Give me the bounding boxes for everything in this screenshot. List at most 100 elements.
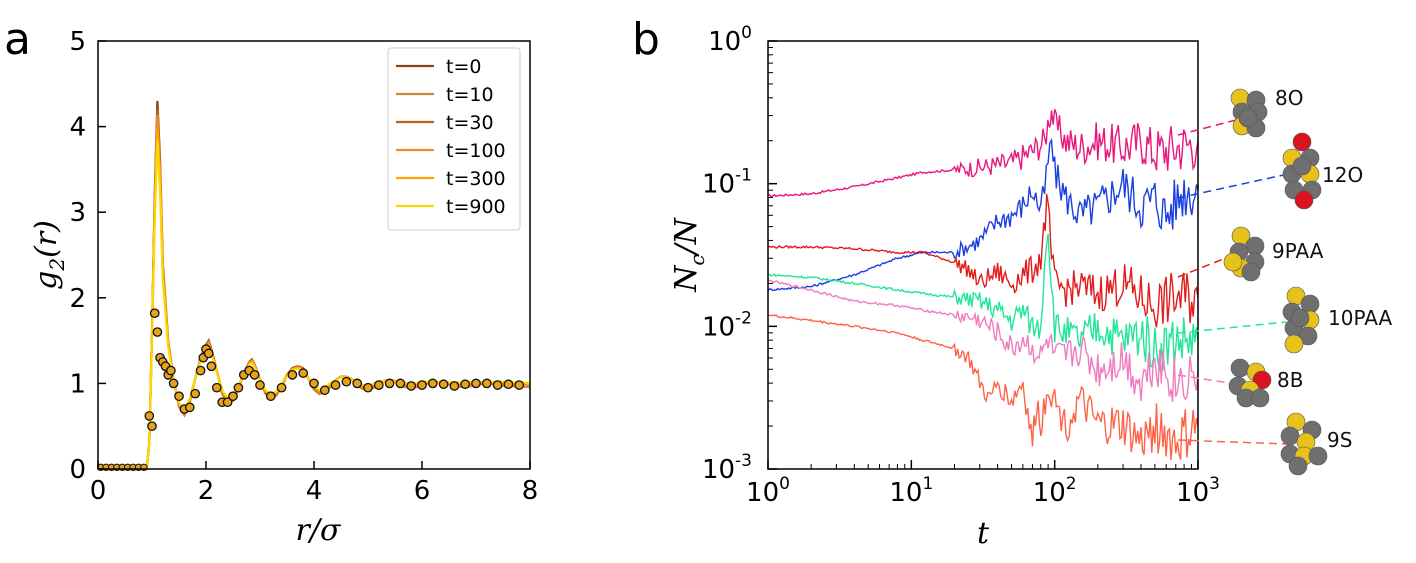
data-marker xyxy=(228,391,238,402)
data-marker xyxy=(195,365,206,376)
x-tick-label: 8 xyxy=(522,476,539,506)
cluster-label: 9PAA xyxy=(1272,239,1324,263)
cluster-label: 9S xyxy=(1327,428,1352,452)
data-marker xyxy=(438,379,449,390)
leader-line xyxy=(1177,439,1287,445)
data-marker xyxy=(492,380,503,390)
cluster-label: 8B xyxy=(1277,368,1303,392)
data-marker xyxy=(144,411,155,421)
y-tick-label: 4 xyxy=(69,113,86,143)
data-marker xyxy=(395,378,406,389)
leader-line xyxy=(1177,255,1232,278)
cluster-8o-icon xyxy=(1230,88,1268,138)
series-line-9paa xyxy=(767,193,1199,328)
data-marker xyxy=(330,380,341,390)
data-marker xyxy=(298,368,309,378)
x-tick-label: 100 xyxy=(746,474,790,508)
panel-a-markers xyxy=(97,308,525,471)
series-line-8o xyxy=(767,109,1199,198)
data-marker xyxy=(168,378,179,389)
annotation-8b: 8B xyxy=(1177,358,1303,408)
panel-b-annotations: 8O 12O 9PAA 10PAA 8B 9S xyxy=(1177,86,1392,476)
panel-b: b 100 101 102 103 10-3 10-2 10-1 100 t Nc/N 8O… xyxy=(632,14,1392,551)
x-tick-label: 0 xyxy=(90,476,107,506)
annotation-9s: 9S xyxy=(1177,412,1352,476)
data-marker xyxy=(427,378,438,389)
panel-b-series xyxy=(767,109,1199,461)
data-marker xyxy=(206,361,217,372)
legend-label: t=300 xyxy=(446,168,506,190)
y-tick-label: 1 xyxy=(69,369,86,399)
panel-b-y-label: Nc/N xyxy=(669,216,709,293)
data-marker xyxy=(174,391,184,402)
data-marker xyxy=(384,378,395,389)
cluster-label: 8O xyxy=(1275,86,1303,110)
x-tick-label: 4 xyxy=(306,476,323,506)
data-marker xyxy=(406,381,417,391)
data-marker xyxy=(481,378,492,389)
legend-label: t=30 xyxy=(446,112,494,134)
data-marker xyxy=(203,348,214,359)
legend-label: t=10 xyxy=(446,84,494,106)
series-line-8b xyxy=(767,279,1199,402)
panel-b-y-ticks: 10-3 10-2 10-1 100 xyxy=(702,23,777,485)
y-tick-label: 5 xyxy=(69,27,86,57)
data-marker xyxy=(319,385,330,396)
panel-b-label: b xyxy=(632,14,660,65)
annotation-12o: 12O xyxy=(1177,132,1363,210)
data-marker xyxy=(249,369,260,380)
legend-label: t=0 xyxy=(446,56,481,78)
series-line-12o xyxy=(767,137,1199,292)
leader-line xyxy=(1177,119,1237,136)
series-line-9s xyxy=(767,314,1199,461)
x-tick-label: 102 xyxy=(1033,474,1077,508)
panel-b-x-label: t xyxy=(977,516,990,551)
data-marker xyxy=(265,391,276,402)
data-marker xyxy=(449,381,460,391)
y-tick-label: 3 xyxy=(69,198,86,228)
data-marker xyxy=(147,421,157,432)
data-marker xyxy=(373,380,384,390)
x-tick-label: 101 xyxy=(889,474,933,508)
y-tick-label: 10-2 xyxy=(702,308,752,342)
leader-line xyxy=(1177,173,1289,199)
cluster-10paa-icon xyxy=(1282,286,1320,354)
panel-a-x-ticks: 0 2 4 6 8 xyxy=(90,461,539,506)
annotation-9paa: 9PAA xyxy=(1177,226,1324,282)
panel-a-label: a xyxy=(4,14,31,65)
legend-label: t=900 xyxy=(446,196,506,218)
data-marker xyxy=(255,380,265,390)
data-marker xyxy=(166,365,176,376)
data-marker xyxy=(222,397,233,408)
x-tick-label: 2 xyxy=(198,476,215,506)
legend-label: t=100 xyxy=(446,140,506,162)
panel-a-y-label: g2(r) xyxy=(29,220,69,290)
panel-a-legend: t=0 t=10 t=30 t=100 t=300 t=900 xyxy=(387,47,521,231)
leader-line xyxy=(1177,321,1287,334)
data-marker xyxy=(211,382,222,393)
panel-b-frame xyxy=(767,40,1199,470)
data-marker xyxy=(276,382,287,393)
data-marker xyxy=(233,382,244,393)
data-marker xyxy=(287,369,298,380)
leader-line xyxy=(1177,374,1237,385)
series-line-10paa xyxy=(768,233,1199,371)
data-marker xyxy=(417,380,427,390)
y-tick-label: 100 xyxy=(708,23,752,57)
data-marker xyxy=(363,382,373,393)
cluster-8b-icon xyxy=(1228,358,1272,408)
cluster-9s-icon xyxy=(1280,412,1328,476)
cluster-label: 12O xyxy=(1322,163,1363,187)
cluster-12o-icon xyxy=(1282,132,1322,210)
data-marker xyxy=(152,327,163,337)
panel-b-x-ticks: 100 101 102 103 xyxy=(746,460,1220,508)
cluster-9paa-icon xyxy=(1223,226,1265,282)
x-tick-label: 103 xyxy=(1176,474,1220,508)
x-tick-label: 6 xyxy=(414,476,431,506)
panel-a-x-label: r/σ xyxy=(296,513,342,548)
data-marker xyxy=(341,376,352,387)
data-marker xyxy=(190,388,201,399)
data-marker xyxy=(309,378,319,389)
panel-a-y-ticks: 0 1 2 3 4 5 xyxy=(69,27,106,485)
